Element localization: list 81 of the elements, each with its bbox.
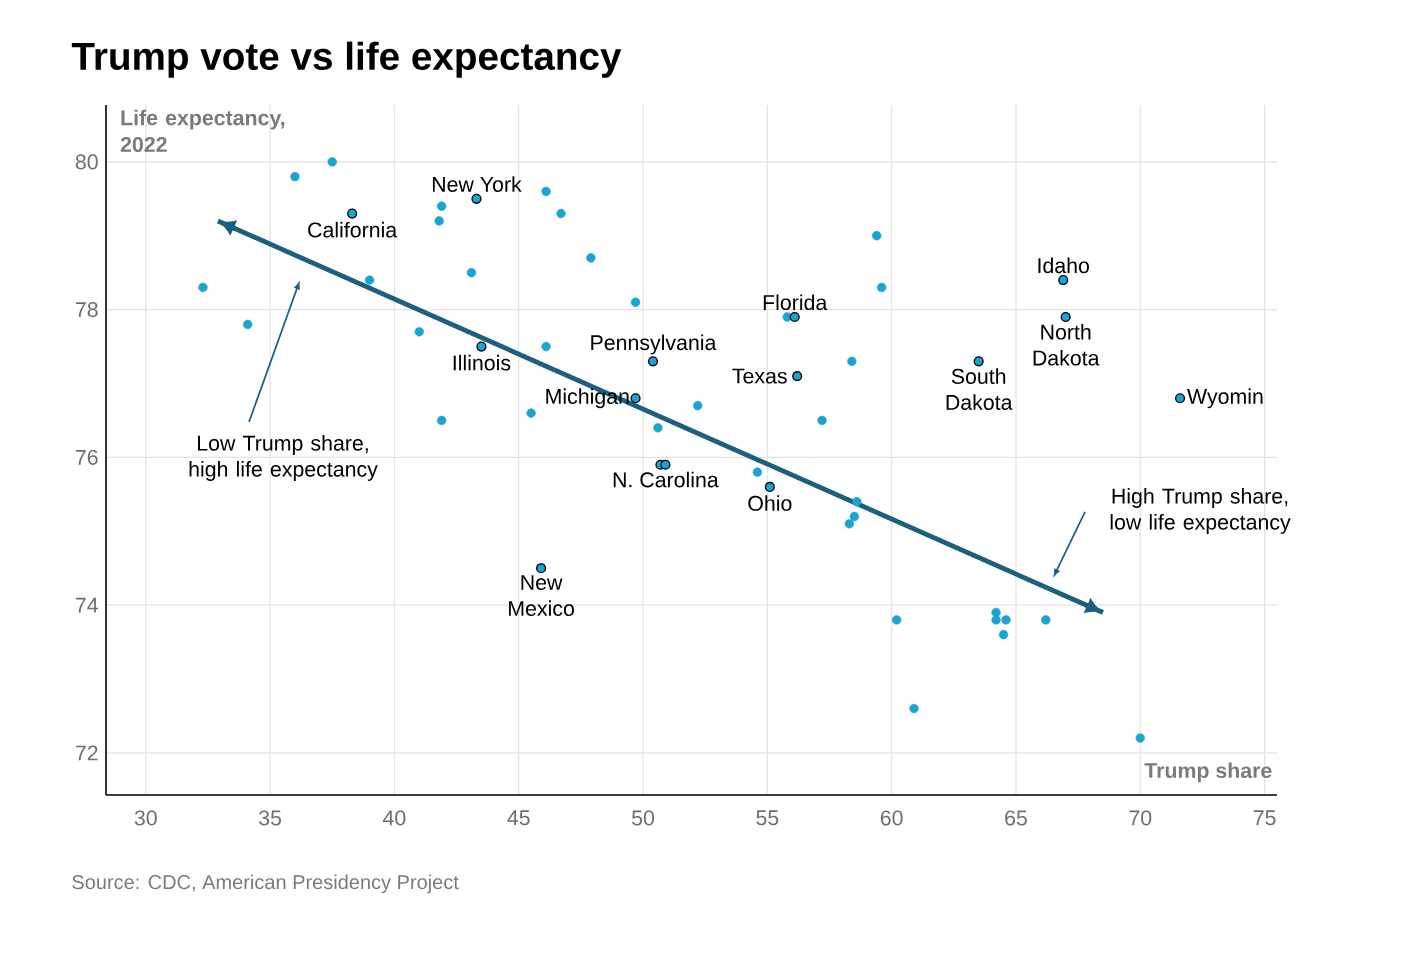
chart-title: Trump vote vs life expectancy bbox=[71, 41, 622, 78]
x-axis-title: Trump share bbox=[1144, 762, 1272, 783]
point bbox=[891, 615, 902, 625]
point bbox=[1001, 615, 1011, 625]
y-axis-title: Life expectancy, 2022 bbox=[120, 109, 285, 153]
y-tick-label: 74 bbox=[75, 597, 98, 613]
point bbox=[973, 356, 984, 367]
point bbox=[1058, 275, 1069, 286]
annotation: Idaho bbox=[1038, 257, 1089, 274]
point bbox=[630, 297, 641, 307]
point bbox=[752, 467, 763, 477]
point bbox=[471, 193, 482, 204]
point bbox=[466, 268, 477, 278]
point bbox=[877, 282, 887, 293]
x-tick-label: 60 bbox=[880, 810, 903, 826]
annotation: Wyomin bbox=[1187, 388, 1263, 409]
point bbox=[364, 275, 375, 285]
x-tick-label: 45 bbox=[507, 810, 530, 826]
x-tick-label: 40 bbox=[383, 810, 406, 826]
point bbox=[630, 393, 641, 404]
point bbox=[198, 282, 208, 293]
point bbox=[844, 519, 855, 529]
point bbox=[290, 171, 300, 182]
annotation: Pennsylvania bbox=[591, 334, 717, 355]
annotation: North Dakota bbox=[1033, 323, 1100, 366]
point bbox=[541, 341, 551, 352]
annotation: New Mexico bbox=[509, 575, 574, 617]
y-tick-label: 80 bbox=[75, 154, 98, 170]
point bbox=[434, 216, 444, 226]
point bbox=[991, 615, 1001, 625]
point bbox=[526, 408, 536, 418]
point bbox=[327, 157, 337, 167]
point bbox=[347, 208, 358, 219]
annotation: N. Carolina bbox=[613, 471, 719, 488]
annotation: Texas bbox=[732, 368, 787, 384]
point bbox=[998, 630, 1009, 640]
source-note: Source: CDC, American Presidency Project bbox=[72, 874, 459, 894]
point bbox=[647, 356, 659, 367]
point bbox=[1135, 733, 1145, 743]
x-tick-label: 30 bbox=[134, 810, 157, 826]
point bbox=[414, 327, 424, 337]
point bbox=[789, 311, 800, 323]
point bbox=[556, 208, 566, 219]
y-tick-label: 76 bbox=[75, 449, 98, 465]
point bbox=[541, 186, 551, 197]
point bbox=[792, 371, 803, 382]
point bbox=[817, 415, 827, 426]
x-tick-label: 70 bbox=[1129, 810, 1152, 826]
point bbox=[909, 703, 919, 714]
point bbox=[653, 423, 663, 433]
point bbox=[243, 319, 253, 330]
y-tick-label: 78 bbox=[75, 302, 98, 318]
x-tick-label: 75 bbox=[1253, 810, 1276, 826]
point bbox=[476, 341, 487, 352]
annotation: Ohio bbox=[748, 495, 792, 511]
point bbox=[536, 563, 547, 574]
point bbox=[1174, 393, 1186, 404]
point bbox=[847, 356, 857, 367]
point bbox=[849, 511, 860, 522]
point bbox=[872, 231, 882, 241]
point bbox=[1041, 615, 1051, 625]
x-tick-label: 35 bbox=[259, 810, 282, 826]
annotation: Low Trump share, high life expectancy bbox=[189, 435, 378, 481]
point bbox=[436, 415, 447, 426]
x-tick-label: 65 bbox=[1005, 810, 1027, 826]
y-tick-label: 72 bbox=[75, 745, 98, 761]
point bbox=[586, 253, 596, 263]
point bbox=[764, 481, 775, 493]
annotation: New York bbox=[432, 176, 522, 192]
x-tick-label: 55 bbox=[756, 810, 779, 826]
point bbox=[1060, 311, 1071, 323]
annotation: Florida bbox=[763, 294, 828, 311]
annotation: Illinois bbox=[453, 354, 511, 371]
x-tick-label: 50 bbox=[632, 810, 655, 826]
annotation: California bbox=[308, 221, 398, 238]
point bbox=[660, 459, 671, 470]
point bbox=[693, 401, 703, 411]
annotation: South Dakota bbox=[946, 368, 1013, 410]
annotation: High Trump share, low life expectancy bbox=[1110, 488, 1291, 534]
point bbox=[436, 201, 447, 211]
point bbox=[852, 497, 862, 507]
